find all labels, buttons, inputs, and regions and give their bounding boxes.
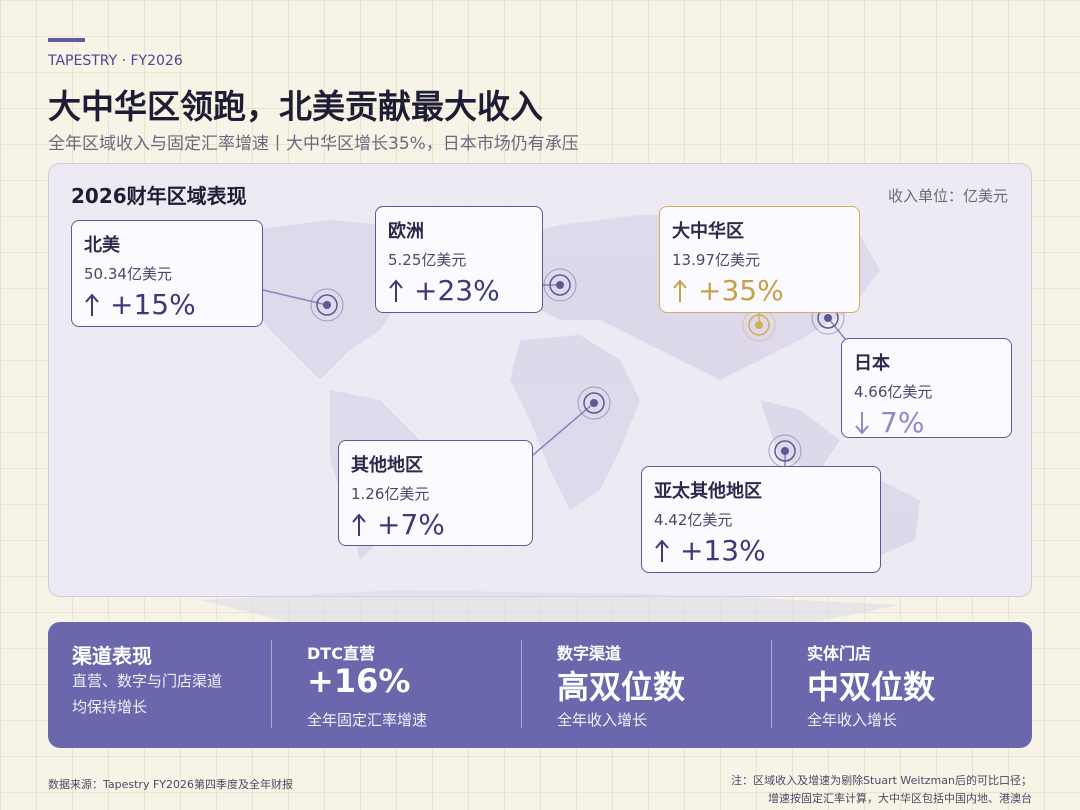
desc-line: 直营、数字与门店渠道	[72, 672, 223, 690]
arrow-shape	[352, 512, 366, 536]
region-growth: +23%	[414, 274, 500, 307]
channel-desc: 直营、数字与门店渠道 均保持增长	[72, 668, 222, 720]
region-growth: +7%	[377, 508, 445, 541]
arrow-shape	[389, 278, 403, 302]
region-revenue: 4.66亿美元	[854, 383, 933, 401]
marker-ring	[316, 294, 338, 316]
marker-dot	[556, 281, 564, 289]
region-card: 欧洲 5.25亿美元 +23%	[375, 206, 543, 313]
region-card: 亚太其他地区 4.42亿美元 +13%	[641, 466, 881, 573]
note: 注：区域收入及增速为剔除Stuart Weitzman后的可比口径；	[731, 774, 1032, 787]
connector	[532, 402, 595, 456]
channel-band	[48, 622, 1032, 748]
marker-ring	[583, 392, 605, 414]
region-growth: +35%	[698, 274, 784, 307]
marker-dot	[755, 321, 763, 329]
region-growth-row: +35%	[672, 274, 847, 307]
region-name: 日本	[854, 353, 890, 374]
brand: TAPESTRY · FY2026	[48, 53, 183, 69]
title: 大中华区领跑，北美贡献最大收入	[48, 87, 543, 126]
region-growth-row: +15%	[84, 288, 250, 321]
trend-arrow	[673, 278, 687, 302]
region-growth-row: 7%	[854, 406, 999, 439]
marker-dot	[590, 399, 598, 407]
region-name: 亚太其他地区	[654, 481, 762, 502]
marker-ring	[549, 274, 571, 296]
arrow-shape	[655, 538, 669, 562]
source: 数据来源：Tapestry FY2026第四季度及全年财报	[48, 778, 294, 791]
region-name: 大中华区	[672, 221, 744, 242]
divider	[771, 640, 772, 728]
trend-arrow	[855, 411, 869, 435]
connector	[262, 289, 328, 306]
marker-dot	[824, 314, 832, 322]
trend-arrow	[389, 278, 403, 302]
notes: 注：区域收入及增速为剔除Stuart Weitzman后的可比口径； 增速按固定…	[731, 772, 1032, 808]
trend-arrow	[85, 292, 99, 316]
trend-arrow	[655, 538, 669, 562]
region-name: 北美	[84, 235, 120, 256]
region-card: 大中华区 13.97亿美元 +35%	[659, 206, 860, 313]
channel-note: 全年固定汇率增速	[307, 711, 428, 729]
region-growth: +15%	[110, 288, 196, 321]
region-card: 北美 50.34亿美元 +15%	[71, 220, 263, 327]
marker-ring	[774, 440, 796, 462]
subtitle: 全年区域收入与固定汇率增速丨大中华区增长35%，日本市场仍有承压	[48, 134, 579, 154]
channel-value: 高双位数	[557, 668, 686, 706]
channel-value: +16%	[307, 662, 411, 700]
channel-label: 数字渠道	[557, 644, 622, 663]
region-growth-row: +23%	[388, 274, 530, 307]
marker-halo	[310, 288, 344, 322]
region-revenue: 1.26亿美元	[351, 485, 430, 503]
unit-note: 收入单位：亿美元	[887, 187, 1008, 205]
map-title: 2026财年区域表现	[71, 184, 247, 208]
region-revenue: 5.25亿美元	[388, 251, 467, 269]
marker-ring	[748, 314, 770, 336]
channel-note: 全年收入增长	[807, 711, 898, 729]
region-growth: +13%	[680, 534, 766, 567]
region-growth-row: +13%	[654, 534, 868, 567]
channel-title: 渠道表现	[72, 644, 152, 668]
region-card: 其他地区 1.26亿美元 +7%	[338, 440, 533, 546]
note: 增速按固定汇率计算，大中华区包括中国内地、港澳台	[768, 792, 1032, 805]
region-revenue: 4.42亿美元	[654, 511, 733, 529]
marker-halo	[543, 268, 577, 302]
region-growth-row: +7%	[351, 508, 520, 541]
desc-line: 均保持增长	[72, 698, 148, 716]
region-card: 日本 4.66亿美元 7%	[841, 338, 1012, 439]
marker-dot	[323, 301, 331, 309]
arrow-shape	[85, 292, 99, 316]
divider	[271, 640, 272, 728]
marker-dot	[781, 447, 789, 455]
arrow-shape	[673, 278, 687, 302]
marker-halo	[577, 386, 611, 420]
channel-note: 全年收入增长	[557, 711, 648, 729]
region-revenue: 50.34亿美元	[84, 265, 172, 283]
trend-arrow	[352, 512, 366, 536]
accent-bar	[48, 38, 85, 42]
channel-label: 实体门店	[807, 644, 872, 663]
channel-value: 中双位数	[807, 668, 936, 706]
channel-label: DTC直营	[307, 644, 375, 663]
arrow-shape	[855, 411, 869, 435]
divider	[521, 640, 522, 728]
region-revenue: 13.97亿美元	[672, 251, 760, 269]
region-growth: 7%	[880, 406, 925, 439]
region-name: 其他地区	[351, 455, 423, 476]
region-name: 欧洲	[388, 221, 424, 242]
